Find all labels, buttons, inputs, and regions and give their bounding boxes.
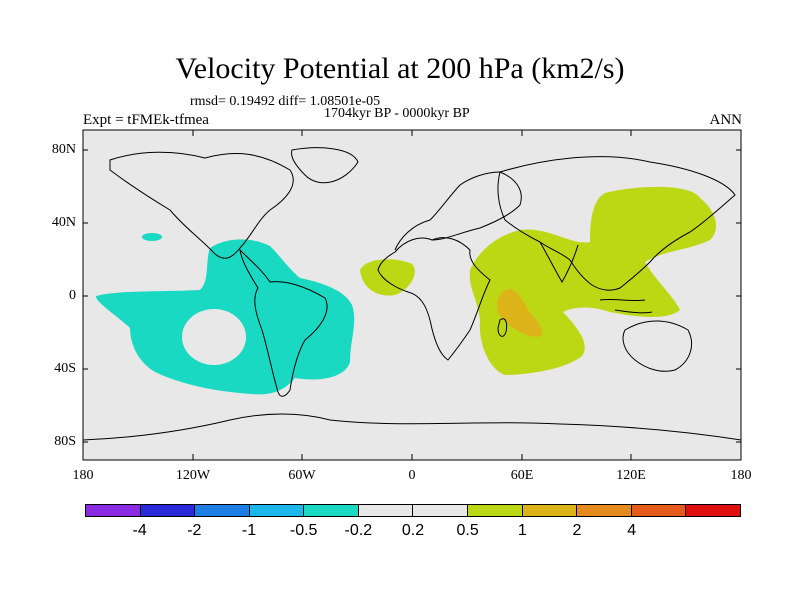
colorbar-swatch: [304, 505, 359, 516]
colorbar-label: -1: [241, 522, 257, 539]
colorbar-swatch: [358, 505, 414, 516]
colorbar-label: -0.2: [344, 522, 373, 539]
colorbar-label: 0.2: [401, 522, 425, 539]
period-label: 1704kyr BP - 0000kyr BP: [324, 106, 470, 121]
neutral-hole: [182, 309, 246, 365]
colorbar-label: 4: [627, 522, 637, 539]
negative-anomaly-small: [142, 233, 162, 241]
colorbar-label: -2: [187, 522, 202, 539]
lon-label-120e: 120E: [616, 468, 646, 483]
map-title: Velocity Potential at 200 hPa (km2/s): [175, 52, 625, 85]
lat-label-80s: 80S: [54, 434, 76, 449]
lon-label-180w: 180: [72, 468, 94, 483]
colorbar-swatch: [631, 505, 687, 516]
colorbar-label: -4: [132, 522, 147, 539]
colorbar-swatch: [577, 505, 632, 516]
lat-label-0: 0: [69, 288, 76, 303]
colorbar-swatch: [195, 505, 250, 516]
axis-ticks: [82, 130, 742, 460]
colorbar-swatch: [86, 505, 141, 516]
stats-label: rmsd= 0.19492 diff= 1.08501e-05: [190, 94, 381, 109]
colorbar-label: 1: [517, 522, 527, 539]
colorbar-label: -0.5: [289, 522, 318, 539]
colorbar-swatch: [686, 505, 740, 516]
colorbar: [85, 504, 741, 517]
lat-label-40n: 40N: [51, 215, 76, 230]
lat-label-40s: 40S: [54, 361, 76, 376]
colorbar-swatch: [468, 505, 523, 516]
colorbar-label: 0.5: [456, 522, 479, 539]
lon-label-120w: 120W: [175, 468, 211, 483]
coastlines: [82, 147, 742, 441]
season-label: ANN: [709, 112, 743, 128]
lon-label-60w: 60W: [288, 468, 316, 483]
lat-label-80n: 80N: [51, 142, 76, 157]
colorbar-swatch: [413, 505, 469, 516]
lon-label-60e: 60E: [510, 468, 534, 483]
lon-label-0: 0: [408, 468, 416, 483]
positive-anomaly-core: [497, 289, 543, 337]
colorbar-swatch: [249, 505, 305, 516]
lon-label-180e: 180: [730, 468, 752, 483]
colorbar-swatch: [140, 505, 196, 516]
positive-anomaly-africa: [360, 259, 415, 296]
experiment-label: Expt = tFMEk-tfmea: [83, 112, 209, 128]
colorbar-label: 2: [572, 522, 582, 539]
colorbar-swatch: [522, 505, 578, 516]
